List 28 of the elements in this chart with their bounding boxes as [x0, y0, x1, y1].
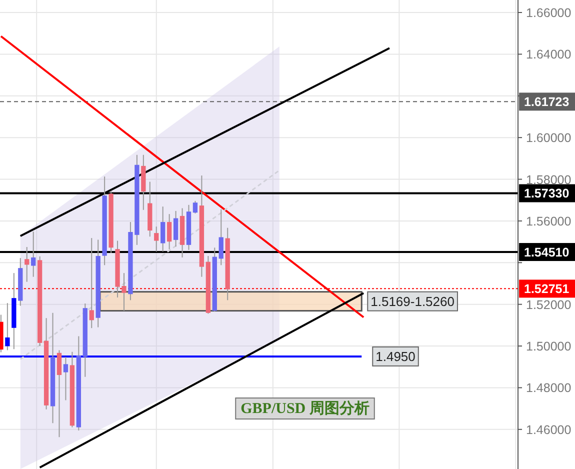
candlestick	[173, 210, 178, 248]
y-tick-label: 1.52000	[526, 298, 572, 312]
candlestick	[24, 246, 30, 282]
y-tick-label: 1.66000	[526, 6, 572, 20]
ref-line-label: 1.61723	[524, 95, 570, 110]
candlestick	[5, 302, 10, 351]
y-tick-label: 1.50000	[526, 340, 572, 354]
ref-line-label: 1.52751	[524, 282, 570, 296]
candlestick	[89, 238, 94, 329]
candlestick	[31, 231, 36, 278]
y-tick-label: 1.64000	[526, 48, 572, 62]
y-tick-label: 1.58000	[526, 172, 572, 187]
y-tick-label: 1.46000	[526, 422, 572, 437]
candlestick	[63, 356, 68, 401]
ref-line-label: 1.4950	[376, 348, 416, 364]
y-tick-label: 1.48000	[526, 381, 572, 396]
candlestick	[56, 350, 62, 438]
y-tick-label: 1.60000	[526, 131, 572, 146]
candlestick	[160, 206, 166, 252]
y-tick-label: 1.56000	[526, 214, 572, 228]
candlestick	[192, 200, 198, 214]
candlestick	[166, 214, 172, 250]
ref-line-label: 1.54510	[524, 246, 570, 260]
ref-line-label: 1.57330	[524, 186, 570, 201]
band-label: 1.5169-1.5260	[370, 294, 454, 309]
annotation: GBP/USD 周图分析	[240, 400, 370, 417]
candlestick	[154, 226, 159, 252]
candlestick	[218, 208, 224, 266]
